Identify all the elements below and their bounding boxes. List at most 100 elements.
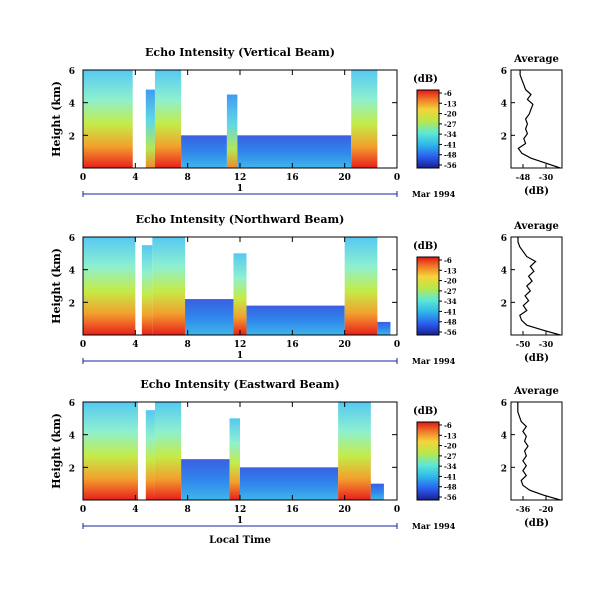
colorbar-tick-label: -41 — [444, 472, 457, 481]
average-x-tick-label: -30 — [539, 339, 554, 349]
average-x-tick-label: -36 — [516, 504, 531, 514]
average-title: Average — [513, 221, 559, 232]
x-tick-label: 8 — [185, 340, 191, 350]
colorbar-tick-label: -41 — [444, 307, 457, 316]
y-tick-label: 4 — [69, 267, 75, 277]
echo-region — [83, 402, 138, 500]
echo-region — [338, 402, 371, 500]
colorbar-tick-label: -34 — [444, 297, 457, 306]
x-tick-label: 12 — [234, 340, 247, 350]
x-tick-label: 16 — [286, 340, 299, 350]
average-y-tick-label: 6 — [501, 399, 507, 409]
average-x-tick-label: -30 — [539, 172, 554, 182]
echo-region — [154, 70, 182, 168]
date-label: Mar 1994 — [412, 356, 456, 366]
x-axis-label: Local Time — [209, 535, 271, 546]
echo-region — [233, 253, 247, 335]
colorbar-unit: (dB) — [413, 406, 438, 417]
colorbar-tick-label: -56 — [444, 493, 457, 502]
average-x-label: (dB) — [524, 186, 549, 197]
day-label: 1 — [237, 184, 243, 194]
echo-region — [370, 483, 384, 500]
colorbar-tick-label: -56 — [444, 161, 457, 170]
colorbar-tick-label: -48 — [444, 318, 457, 327]
colorbar-tick-label: -27 — [444, 452, 457, 461]
x-tick-label: 0 — [394, 505, 400, 515]
colorbar-tick-label: -27 — [444, 287, 457, 296]
average-frame — [510, 401, 563, 501]
echo-region — [185, 299, 234, 335]
echo-region — [229, 418, 240, 500]
echo-region — [344, 237, 378, 335]
echo-region — [240, 467, 339, 500]
average-y-tick-label: 4 — [501, 100, 507, 110]
beam-panel-2: Echo Intensity (Northward Beam) 6 4 2 Height… — [50, 213, 563, 366]
y-axis-label: Height (km) — [50, 248, 63, 324]
date-label: Mar 1994 — [412, 521, 456, 531]
average-profile-line — [517, 237, 561, 336]
colorbar — [416, 421, 440, 501]
echo-region — [83, 70, 133, 168]
y-tick-label: 6 — [69, 67, 75, 77]
colorbar-tick-label: -13 — [444, 431, 457, 440]
average-x-tick-label: -20 — [539, 504, 554, 514]
colorbar-tick-label: -27 — [444, 120, 457, 129]
panel-title: Echo Intensity (Eastward Beam) — [140, 378, 339, 391]
y-tick-label: 2 — [69, 132, 75, 142]
x-tick-label: 16 — [286, 173, 299, 183]
y-tick-label: 2 — [69, 299, 75, 309]
colorbar-tick-label: -56 — [444, 328, 457, 337]
day-label: 1 — [237, 351, 243, 361]
x-tick-label: 0 — [80, 173, 86, 183]
average-y-tick-label: 2 — [501, 132, 507, 142]
colorbar-tick-label: -34 — [444, 130, 457, 139]
average-profile-line — [517, 402, 561, 501]
beam-panels: Echo Intensity (Vertical Beam) 6 4 2 Height … — [50, 46, 563, 546]
colorbar-tick-label: -34 — [444, 462, 457, 471]
x-tick-label: 12 — [234, 173, 247, 183]
echo-region — [181, 135, 227, 168]
x-tick-label: 4 — [132, 173, 138, 183]
echo-region — [377, 321, 391, 335]
echo-region — [152, 237, 186, 335]
colorbar-tick-label: -20 — [444, 277, 457, 286]
x-tick-label: 4 — [132, 505, 138, 515]
panel-title: Echo Intensity (Northward Beam) — [136, 213, 345, 226]
y-tick-label: 6 — [69, 234, 75, 244]
y-tick-label: 4 — [69, 100, 75, 110]
colorbar-tick-label: -6 — [444, 421, 452, 430]
beam-panel-1: Echo Intensity (Vertical Beam) 6 4 2 Height … — [50, 46, 563, 199]
echo-region — [154, 402, 182, 500]
average-frame — [510, 69, 563, 169]
y-axis-label: Height (km) — [50, 81, 63, 157]
x-tick-label: 0 — [80, 505, 86, 515]
x-tick-label: 0 — [394, 340, 400, 350]
average-y-tick-label: 2 — [501, 299, 507, 309]
x-tick-label: 20 — [338, 505, 351, 515]
colorbar-unit: (dB) — [413, 74, 438, 85]
x-tick-label: 12 — [234, 505, 247, 515]
echo-region — [237, 135, 352, 168]
colorbar-tick-label: -13 — [444, 99, 457, 108]
echo-region — [351, 70, 378, 168]
echo-region — [145, 410, 155, 500]
colorbar-tick-label: -48 — [444, 151, 457, 160]
echo-region — [181, 459, 230, 500]
y-tick-label: 2 — [69, 464, 75, 474]
echo-region — [141, 245, 153, 335]
average-frame — [510, 236, 563, 336]
colorbar-tick-label: -6 — [444, 89, 452, 98]
colorbar-tick-label: -6 — [444, 256, 452, 265]
panel-title: Echo Intensity (Vertical Beam) — [145, 46, 335, 59]
colorbar — [416, 89, 440, 169]
average-title: Average — [513, 54, 559, 65]
average-x-tick-label: -48 — [516, 172, 531, 182]
colorbar-unit: (dB) — [413, 241, 438, 252]
average-y-tick-label: 2 — [501, 464, 507, 474]
average-x-tick-label: -50 — [516, 339, 531, 349]
colorbar-tick-label: -13 — [444, 266, 457, 275]
average-profile-line — [517, 70, 561, 169]
y-tick-label: 4 — [69, 432, 75, 442]
y-axis-label: Height (km) — [50, 413, 63, 489]
